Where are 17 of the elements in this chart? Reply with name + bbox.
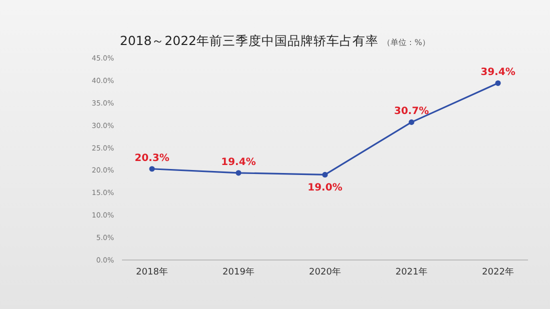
data-label: 19.4%	[221, 156, 256, 168]
x-tick-label: 2019年	[222, 266, 254, 278]
point	[236, 170, 242, 176]
data-label: 39.4%	[480, 67, 516, 78]
data-label: 19.0%	[308, 182, 342, 194]
data-label: 20.3%	[134, 152, 170, 164]
x-tick-label: 2018年	[136, 266, 168, 278]
chart-title: 2018～2022年前三季度中国品牌轿车占有率	[120, 33, 378, 48]
x-tick-label: 2020年	[309, 266, 341, 278]
x-tick-label: 2021年	[396, 266, 428, 278]
x-tick-label: 2022年	[482, 266, 514, 278]
data-label: 30.7%	[394, 106, 429, 118]
chart-subtitle: （单位：%）	[382, 38, 430, 47]
point	[495, 80, 501, 86]
point	[149, 166, 155, 172]
point	[322, 172, 328, 178]
point	[408, 119, 414, 125]
